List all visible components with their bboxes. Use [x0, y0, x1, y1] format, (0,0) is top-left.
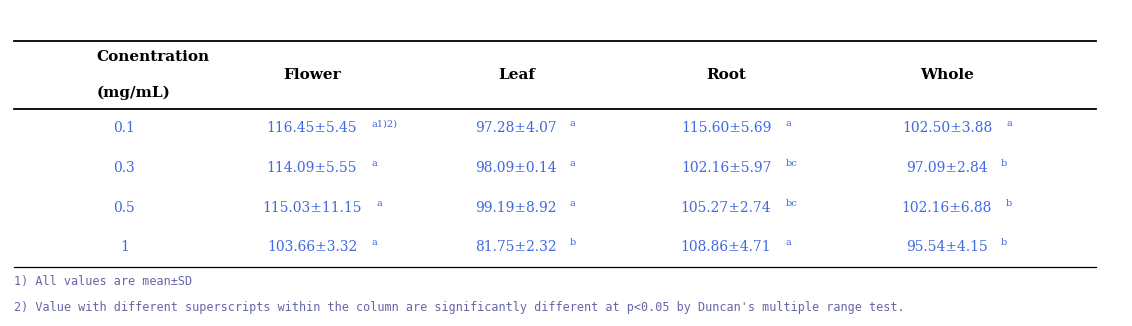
Text: 0.5: 0.5 — [113, 201, 135, 215]
Text: 103.66±3.32: 103.66±3.32 — [267, 240, 357, 254]
Text: a: a — [786, 119, 791, 128]
Text: 1) All values are mean±SD: 1) All values are mean±SD — [14, 275, 192, 288]
Text: 115.03±11.15: 115.03±11.15 — [263, 201, 362, 215]
Text: 97.09±2.84: 97.09±2.84 — [907, 161, 988, 175]
Text: 108.86±4.71: 108.86±4.71 — [680, 240, 771, 254]
Text: 114.09±5.55: 114.09±5.55 — [267, 161, 358, 175]
Text: a: a — [569, 199, 575, 208]
Text: 102.16±6.88: 102.16±6.88 — [902, 201, 992, 215]
Text: 116.45±5.45: 116.45±5.45 — [267, 121, 358, 135]
Text: 1: 1 — [120, 240, 129, 254]
Text: bc: bc — [786, 199, 797, 208]
Text: 0.3: 0.3 — [113, 161, 135, 175]
Text: Leaf: Leaf — [498, 68, 534, 82]
Text: Conentration: Conentration — [96, 50, 209, 64]
Text: b: b — [1001, 238, 1006, 247]
Text: 2) Value with different superscripts within the column are significantly differe: 2) Value with different superscripts wit… — [14, 301, 904, 314]
Text: Whole: Whole — [920, 68, 974, 82]
Text: a: a — [1006, 119, 1012, 128]
Text: 105.27±2.74: 105.27±2.74 — [680, 201, 771, 215]
Text: 98.09±0.14: 98.09±0.14 — [475, 161, 557, 175]
Text: 102.16±5.97: 102.16±5.97 — [680, 161, 771, 175]
Text: 115.60±5.69: 115.60±5.69 — [681, 121, 771, 135]
Text: a: a — [569, 119, 576, 128]
Text: 95.54±4.15: 95.54±4.15 — [906, 240, 988, 254]
Text: a: a — [377, 199, 383, 208]
Text: 0.1: 0.1 — [113, 121, 135, 135]
Text: Flower: Flower — [283, 68, 341, 82]
Text: a1)2): a1)2) — [371, 119, 397, 128]
Text: a: a — [569, 159, 576, 168]
Text: Root: Root — [706, 68, 746, 82]
Text: b: b — [1006, 199, 1012, 208]
Text: 99.19±8.92: 99.19±8.92 — [475, 201, 557, 215]
Text: 102.50±3.88: 102.50±3.88 — [902, 121, 992, 135]
Text: bc: bc — [786, 159, 797, 168]
Text: a: a — [371, 159, 377, 168]
Text: b: b — [569, 238, 576, 247]
Text: b: b — [1001, 159, 1006, 168]
Text: a: a — [786, 238, 791, 247]
Text: 97.28±4.07: 97.28±4.07 — [475, 121, 557, 135]
Text: (mg/mL): (mg/mL) — [96, 85, 171, 100]
Text: a: a — [371, 238, 377, 247]
Text: 81.75±2.32: 81.75±2.32 — [475, 240, 557, 254]
